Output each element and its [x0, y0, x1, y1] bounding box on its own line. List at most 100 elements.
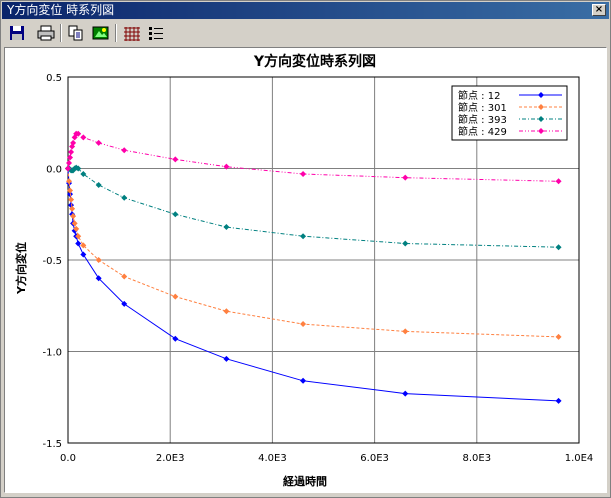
- x-axis-label: 経過時間: [283, 474, 327, 488]
- series-layer: [65, 130, 562, 404]
- print-button[interactable]: [35, 23, 57, 43]
- data-point: [402, 174, 409, 181]
- data-point: [67, 187, 74, 194]
- window-title: Y方向変位 時系列図: [7, 3, 115, 17]
- data-point: [66, 178, 73, 185]
- plot-frame: [67, 76, 580, 444]
- data-point: [95, 257, 102, 263]
- data-point: [555, 244, 562, 251]
- legend-entry-label: 節点 : 12: [458, 89, 500, 102]
- data-point: [70, 139, 77, 146]
- data-point: [70, 213, 77, 220]
- data-point: [80, 134, 87, 141]
- x-tick-label: 0.0: [60, 453, 76, 464]
- data-point: [300, 233, 307, 240]
- x-tick-label: 1.0E4: [565, 453, 594, 464]
- series-2: [65, 165, 562, 340]
- grid-icon: [124, 27, 140, 41]
- legend-list-icon: [149, 27, 163, 40]
- data-point: [75, 165, 82, 172]
- data-point: [555, 333, 562, 340]
- y-tick-label: -0.5: [42, 256, 62, 267]
- chart-area[interactable]: 0.0 2.0E3 4.0E3 6.0E3 8.0E3 1.0E4 0.5 0.0 -0.5 -1…: [4, 47, 607, 493]
- data-point: [69, 205, 76, 212]
- title-bar[interactable]: Y方向変位 時系列図 ×: [2, 2, 609, 19]
- export-image-icon: [92, 26, 109, 40]
- data-point: [121, 147, 128, 154]
- x-tick-label: 6.0E3: [360, 453, 389, 464]
- grid-toggle-button[interactable]: [121, 23, 143, 43]
- data-point: [300, 321, 307, 328]
- series-line: [67, 133, 559, 182]
- legend-toggle-button[interactable]: [145, 23, 167, 43]
- data-point: [95, 139, 102, 146]
- data-point: [402, 240, 409, 247]
- data-point: [300, 170, 307, 177]
- y-tick-label: -1.0: [42, 348, 62, 359]
- data-point: [73, 225, 80, 232]
- data-point: [66, 160, 73, 167]
- data-point: [80, 251, 87, 258]
- legend-marker: [538, 116, 544, 122]
- data-point: [80, 170, 87, 177]
- close-button[interactable]: ×: [592, 4, 606, 16]
- line-chart: 0.0 2.0E3 4.0E3 6.0E3 8.0E3 1.0E4 0.5 0.0 -0.5 -1…: [14, 53, 593, 488]
- tick-labels: 0.0 2.0E3 4.0E3 6.0E3 8.0E3 1.0E4 0.5 0.0 -0.5 -1…: [42, 73, 593, 464]
- data-point: [223, 355, 230, 362]
- y-tick-label: 0.5: [46, 73, 62, 84]
- legend-entry-label: 節点 : 393: [458, 113, 507, 126]
- toolbar-separator: [60, 24, 62, 42]
- x-tick-label: 4.0E3: [258, 453, 287, 464]
- data-point: [121, 300, 128, 307]
- data-point: [95, 275, 102, 282]
- series-line: [68, 167, 559, 248]
- data-point: [71, 220, 78, 227]
- save-button[interactable]: [6, 23, 28, 43]
- series-line: [67, 168, 559, 338]
- data-point: [223, 224, 230, 231]
- data-point: [68, 149, 75, 156]
- save-icon: [10, 26, 24, 40]
- data-point: [555, 397, 562, 404]
- y-tick-label: -1.5: [42, 439, 62, 450]
- legend-marker: [538, 128, 544, 134]
- x-tick-label: 8.0E3: [463, 453, 492, 464]
- data-point: [172, 211, 179, 218]
- copy-icon: [68, 25, 83, 41]
- data-point: [68, 196, 75, 203]
- data-point: [300, 377, 307, 384]
- data-point: [121, 194, 128, 201]
- data-point: [65, 165, 71, 172]
- series-1: [65, 165, 562, 404]
- series-3: [65, 164, 562, 251]
- data-point: [402, 390, 409, 397]
- data-point: [67, 154, 74, 161]
- data-point: [223, 163, 230, 170]
- data-point: [80, 242, 87, 249]
- y-tick-label: 0.0: [46, 165, 62, 176]
- legend-marker: [538, 92, 544, 98]
- toolbar: [2, 20, 609, 46]
- data-point: [95, 181, 102, 188]
- data-point: [75, 233, 82, 240]
- x-tick-label: 2.0E3: [156, 453, 185, 464]
- legend-entry-label: 節点 : 429: [458, 125, 507, 138]
- copy-button[interactable]: [65, 23, 87, 43]
- data-point: [402, 328, 409, 335]
- data-point: [223, 308, 230, 315]
- data-point: [172, 156, 179, 163]
- legend-marker: [538, 104, 544, 110]
- data-point: [75, 130, 82, 137]
- data-point: [172, 335, 179, 342]
- legend-entry-label: 節点 : 301: [458, 101, 507, 114]
- export-image-button[interactable]: [90, 23, 112, 43]
- y-axis-label: Y方向変位: [14, 242, 28, 295]
- data-point: [75, 240, 82, 247]
- data-point: [555, 178, 562, 185]
- toolbar-separator: [115, 24, 117, 42]
- chart-title: Y方向変位時系列図: [253, 53, 376, 70]
- data-point: [121, 273, 128, 280]
- print-icon: [37, 25, 55, 41]
